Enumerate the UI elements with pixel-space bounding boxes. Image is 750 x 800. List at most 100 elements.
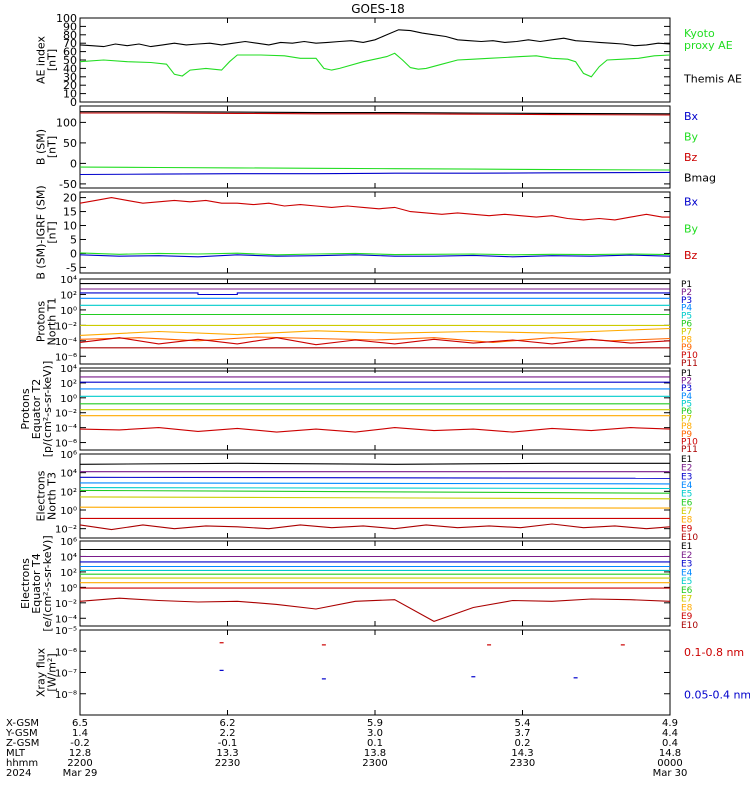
panel-frame <box>79 540 671 627</box>
series-line-Bx <box>79 254 671 258</box>
series-line-E7 <box>79 496 671 500</box>
y-tick-label: 10⁰ <box>60 583 77 594</box>
ephemeris-value: 5.4 <box>515 718 531 729</box>
y-axis-label: [p/(cm²-s-sr-keV)] <box>41 361 54 458</box>
y-axis-label: Electrons <box>19 558 32 609</box>
legend-entry: E10 <box>681 533 698 543</box>
y-axis-label: [nT] <box>46 221 59 243</box>
legend-entry: E1 <box>681 455 692 465</box>
ephemeris-row-label: 2024 <box>6 768 31 779</box>
ephemeris-value: 13.3 <box>216 748 238 759</box>
y-tick-label: 10⁻² <box>55 321 77 332</box>
legend-entry: E9 <box>681 524 693 534</box>
ephemeris-value: 13.8 <box>364 748 386 759</box>
series-line-Bmag <box>80 111 671 115</box>
y-tick-label: 10² <box>60 290 77 301</box>
series-line-By <box>79 166 671 171</box>
panel-frame <box>79 17 671 103</box>
y-tick-label: 30 <box>63 71 77 84</box>
y-tick-label: 10⁻⁶ <box>55 439 77 450</box>
legend-entry: E7 <box>681 507 692 517</box>
legend-entry: P11 <box>681 445 698 455</box>
series-line-P9 <box>79 427 671 433</box>
legend-entry: E8 <box>681 603 693 613</box>
y-axis-label: Xray flux <box>35 647 48 697</box>
y-tick-label: -5 <box>66 261 77 274</box>
ephemeris-value: 1.4 <box>72 728 88 739</box>
y-axis-label: B (SM)-IGRF (SM) <box>35 185 48 279</box>
legend-entry: P9 <box>681 343 692 353</box>
y-tick-label: 10⁻⁴ <box>55 614 77 625</box>
panel-frame <box>79 367 671 451</box>
series-line-Bz <box>79 197 670 221</box>
y-axis-label: North T3 <box>46 472 59 520</box>
y-tick-label: 10⁰ <box>60 306 77 317</box>
ephemeris-value: 2230 <box>215 758 240 769</box>
legend-entry: E7 <box>681 595 692 605</box>
legend-entry: By <box>684 222 699 235</box>
ephemeris-value: 2300 <box>362 758 387 769</box>
legend-entry: P4 <box>681 304 692 314</box>
series-line-Bz <box>80 112 671 116</box>
legend-entry: P10 <box>681 351 698 361</box>
legend: Bx By Bz Bmag <box>684 110 716 185</box>
ephemeris-value: 4.4 <box>662 728 678 739</box>
legend-entry: P3 <box>681 296 692 306</box>
ephemeris-row-label: Y-GSM <box>5 728 38 739</box>
plot-title: GOES-18 <box>351 2 405 16</box>
legend-entry: P2 <box>681 288 692 298</box>
ephemeris-value: 0.2 <box>515 738 531 749</box>
ephemeris-value: 5.9 <box>367 718 383 729</box>
legend-entry: Themis AE <box>683 72 742 85</box>
legend-entry: P7 <box>681 327 692 337</box>
ephemeris-row-label: Z-GSM <box>6 738 39 749</box>
y-tick-label: 90 <box>63 20 77 33</box>
legend-entry: Bx <box>684 196 699 209</box>
y-tick-label: 20 <box>63 192 77 205</box>
legend-entry: E3 <box>681 560 692 570</box>
legend-entry: P8 <box>681 422 692 432</box>
legend-entry: 0.05-0.4 nm <box>684 689 750 702</box>
y-axis-label: B (SM) <box>35 129 48 165</box>
series-line-E10 <box>79 523 671 531</box>
y-axis-label: North T1 <box>46 298 59 346</box>
series-line-P9 <box>79 336 671 343</box>
ephemeris-value: 6.5 <box>72 718 88 729</box>
y-tick-label: 10⁻⁸ <box>55 690 77 701</box>
legend-entry: Bx <box>684 110 699 123</box>
y-tick-label: -50 <box>59 178 77 191</box>
series-line-E4 <box>79 482 671 485</box>
y-tick-label: 10² <box>60 487 77 498</box>
ephemeris-value: Mar 30 <box>653 768 688 779</box>
y-tick-label: 0 <box>70 157 77 170</box>
y-tick-label: 10⁶ <box>60 450 77 461</box>
ephemeris-value: 0.4 <box>662 738 678 749</box>
legend-entry: Bz <box>684 249 698 262</box>
y-tick-label: 10 <box>63 220 77 233</box>
y-axis-label: [W/m²] <box>46 653 59 691</box>
legend-entry: By <box>684 130 699 143</box>
ephemeris-value: 0000 <box>657 758 682 769</box>
y-tick-label: 10⁰ <box>60 394 77 405</box>
y-tick-label: 80 <box>63 29 77 42</box>
legend-entry: P4 <box>681 392 692 402</box>
y-tick-label: 50 <box>63 54 77 67</box>
legend: Bx By Bz <box>684 196 699 262</box>
y-axis-label: Electrons <box>35 470 48 521</box>
y-tick-label: 50 <box>63 137 77 150</box>
y-tick-label: 10⁴ <box>60 469 77 480</box>
ephemeris-value: 2.2 <box>220 728 236 739</box>
legend-entry: P3 <box>681 384 692 394</box>
legend-entry: P5 <box>681 312 692 322</box>
series-line-P10 <box>79 337 671 346</box>
y-tick-label: 10⁰ <box>60 506 77 517</box>
y-tick-label: 100 <box>56 12 77 25</box>
legend-entry: Bmag <box>684 171 716 184</box>
series-line-E5 <box>79 487 671 490</box>
